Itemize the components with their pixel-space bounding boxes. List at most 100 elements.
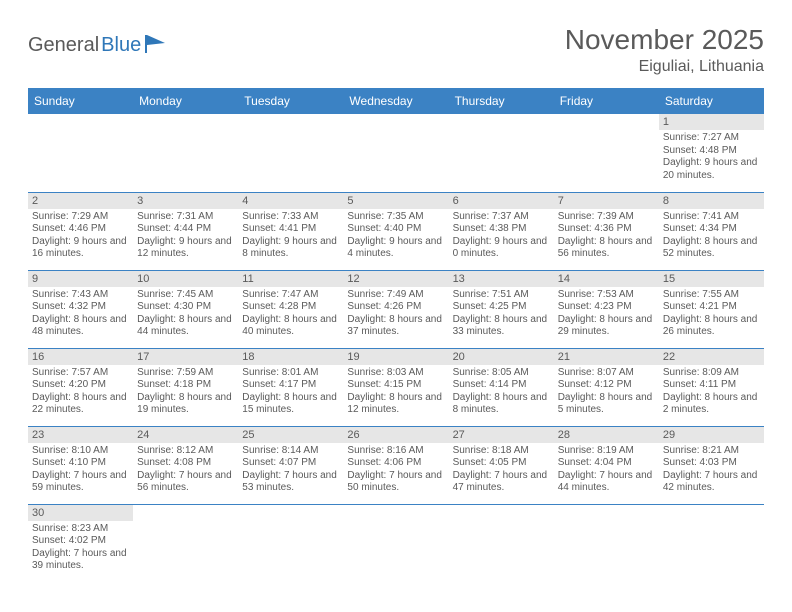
day-number-bar: 19 bbox=[343, 349, 448, 365]
day-number-bar bbox=[343, 114, 448, 130]
calendar-week-row: 16Sunrise: 7:57 AMSunset: 4:20 PMDayligh… bbox=[28, 348, 764, 426]
sunrise-text: Sunrise: 7:47 AM bbox=[242, 289, 339, 302]
daylight-text: Daylight: 8 hours and 19 minutes. bbox=[137, 392, 234, 417]
day-cell: 18Sunrise: 8:01 AMSunset: 4:17 PMDayligh… bbox=[238, 348, 343, 426]
day-cell: 4Sunrise: 7:33 AMSunset: 4:41 PMDaylight… bbox=[238, 192, 343, 270]
day-details: Sunrise: 8:05 AMSunset: 4:14 PMDaylight:… bbox=[449, 365, 554, 419]
sunrise-text: Sunrise: 7:53 AM bbox=[558, 289, 655, 302]
day-number-bar: 10 bbox=[133, 271, 238, 287]
day-cell: 20Sunrise: 8:05 AMSunset: 4:14 PMDayligh… bbox=[449, 348, 554, 426]
day-cell: 11Sunrise: 7:47 AMSunset: 4:28 PMDayligh… bbox=[238, 270, 343, 348]
month-title: November 2025 bbox=[565, 24, 764, 56]
day-details: Sunrise: 7:55 AMSunset: 4:21 PMDaylight:… bbox=[659, 287, 764, 341]
sunrise-text: Sunrise: 7:29 AM bbox=[32, 211, 129, 224]
daylight-text: Daylight: 8 hours and 37 minutes. bbox=[347, 314, 444, 339]
sunset-text: Sunset: 4:41 PM bbox=[242, 223, 339, 236]
day-details: Sunrise: 8:01 AMSunset: 4:17 PMDaylight:… bbox=[238, 365, 343, 419]
sunrise-text: Sunrise: 8:09 AM bbox=[663, 367, 760, 380]
daylight-text: Daylight: 9 hours and 16 minutes. bbox=[32, 236, 129, 261]
day-details: Sunrise: 8:16 AMSunset: 4:06 PMDaylight:… bbox=[343, 443, 448, 497]
day-details: Sunrise: 7:43 AMSunset: 4:32 PMDaylight:… bbox=[28, 287, 133, 341]
day-cell: 22Sunrise: 8:09 AMSunset: 4:11 PMDayligh… bbox=[659, 348, 764, 426]
daylight-text: Daylight: 8 hours and 52 minutes. bbox=[663, 236, 760, 261]
day-number-bar bbox=[554, 114, 659, 130]
day-details: Sunrise: 8:12 AMSunset: 4:08 PMDaylight:… bbox=[133, 443, 238, 497]
daylight-text: Daylight: 8 hours and 56 minutes. bbox=[558, 236, 655, 261]
daylight-text: Daylight: 7 hours and 47 minutes. bbox=[453, 470, 550, 495]
day-details: Sunrise: 8:19 AMSunset: 4:04 PMDaylight:… bbox=[554, 443, 659, 497]
calendar-body: 1Sunrise: 7:27 AMSunset: 4:48 PMDaylight… bbox=[28, 114, 764, 582]
day-number-bar: 28 bbox=[554, 427, 659, 443]
day-number-bar bbox=[28, 114, 133, 130]
day-details: Sunrise: 7:39 AMSunset: 4:36 PMDaylight:… bbox=[554, 209, 659, 263]
sunset-text: Sunset: 4:23 PM bbox=[558, 301, 655, 314]
day-cell: 30Sunrise: 8:23 AMSunset: 4:02 PMDayligh… bbox=[28, 504, 133, 582]
calendar-week-row: 2Sunrise: 7:29 AMSunset: 4:46 PMDaylight… bbox=[28, 192, 764, 270]
calendar-week-row: 30Sunrise: 8:23 AMSunset: 4:02 PMDayligh… bbox=[28, 504, 764, 582]
day-cell: 28Sunrise: 8:19 AMSunset: 4:04 PMDayligh… bbox=[554, 426, 659, 504]
day-number-bar bbox=[659, 505, 764, 521]
sunrise-text: Sunrise: 7:51 AM bbox=[453, 289, 550, 302]
daylight-text: Daylight: 7 hours and 39 minutes. bbox=[32, 548, 129, 573]
day-number-bar: 1 bbox=[659, 114, 764, 130]
sunrise-text: Sunrise: 8:05 AM bbox=[453, 367, 550, 380]
day-details: Sunrise: 7:47 AMSunset: 4:28 PMDaylight:… bbox=[238, 287, 343, 341]
day-number-bar: 13 bbox=[449, 271, 554, 287]
day-cell: 12Sunrise: 7:49 AMSunset: 4:26 PMDayligh… bbox=[343, 270, 448, 348]
day-number-bar: 22 bbox=[659, 349, 764, 365]
day-number-bar bbox=[238, 505, 343, 521]
day-number-bar: 7 bbox=[554, 193, 659, 209]
brand-name-a: General bbox=[28, 34, 99, 57]
sunset-text: Sunset: 4:46 PM bbox=[32, 223, 129, 236]
sunrise-text: Sunrise: 8:18 AM bbox=[453, 445, 550, 458]
sunset-text: Sunset: 4:10 PM bbox=[32, 457, 129, 470]
day-details: Sunrise: 7:59 AMSunset: 4:18 PMDaylight:… bbox=[133, 365, 238, 419]
day-cell: 5Sunrise: 7:35 AMSunset: 4:40 PMDaylight… bbox=[343, 192, 448, 270]
day-number-bar: 17 bbox=[133, 349, 238, 365]
day-cell: 9Sunrise: 7:43 AMSunset: 4:32 PMDaylight… bbox=[28, 270, 133, 348]
sunset-text: Sunset: 4:11 PM bbox=[663, 379, 760, 392]
day-details: Sunrise: 7:29 AMSunset: 4:46 PMDaylight:… bbox=[28, 209, 133, 263]
daylight-text: Daylight: 9 hours and 20 minutes. bbox=[663, 157, 760, 182]
sunrise-text: Sunrise: 8:19 AM bbox=[558, 445, 655, 458]
day-details: Sunrise: 7:41 AMSunset: 4:34 PMDaylight:… bbox=[659, 209, 764, 263]
sunrise-text: Sunrise: 7:57 AM bbox=[32, 367, 129, 380]
day-number-bar: 18 bbox=[238, 349, 343, 365]
calendar-week-row: 23Sunrise: 8:10 AMSunset: 4:10 PMDayligh… bbox=[28, 426, 764, 504]
sunrise-text: Sunrise: 7:31 AM bbox=[137, 211, 234, 224]
day-number-bar: 6 bbox=[449, 193, 554, 209]
day-details: Sunrise: 8:10 AMSunset: 4:10 PMDaylight:… bbox=[28, 443, 133, 497]
sunset-text: Sunset: 4:34 PM bbox=[663, 223, 760, 236]
sunrise-text: Sunrise: 7:43 AM bbox=[32, 289, 129, 302]
day-details: Sunrise: 8:18 AMSunset: 4:05 PMDaylight:… bbox=[449, 443, 554, 497]
day-cell bbox=[449, 504, 554, 582]
day-cell bbox=[449, 114, 554, 192]
calendar-week-row: 9Sunrise: 7:43 AMSunset: 4:32 PMDaylight… bbox=[28, 270, 764, 348]
day-cell bbox=[659, 504, 764, 582]
weekday-header-row: Sunday Monday Tuesday Wednesday Thursday… bbox=[28, 88, 764, 114]
sunset-text: Sunset: 4:30 PM bbox=[137, 301, 234, 314]
daylight-text: Daylight: 8 hours and 29 minutes. bbox=[558, 314, 655, 339]
sunrise-text: Sunrise: 8:23 AM bbox=[32, 523, 129, 536]
day-number-bar bbox=[449, 114, 554, 130]
day-details: Sunrise: 7:53 AMSunset: 4:23 PMDaylight:… bbox=[554, 287, 659, 341]
day-number-bar: 2 bbox=[28, 193, 133, 209]
daylight-text: Daylight: 8 hours and 12 minutes. bbox=[347, 392, 444, 417]
day-details: Sunrise: 7:33 AMSunset: 4:41 PMDaylight:… bbox=[238, 209, 343, 263]
sunset-text: Sunset: 4:21 PM bbox=[663, 301, 760, 314]
day-number-bar: 4 bbox=[238, 193, 343, 209]
day-cell bbox=[554, 114, 659, 192]
daylight-text: Daylight: 8 hours and 48 minutes. bbox=[32, 314, 129, 339]
day-details: Sunrise: 7:35 AMSunset: 4:40 PMDaylight:… bbox=[343, 209, 448, 263]
day-number-bar: 12 bbox=[343, 271, 448, 287]
day-number-bar: 11 bbox=[238, 271, 343, 287]
sunset-text: Sunset: 4:12 PM bbox=[558, 379, 655, 392]
day-cell bbox=[28, 114, 133, 192]
sunset-text: Sunset: 4:08 PM bbox=[137, 457, 234, 470]
day-cell: 29Sunrise: 8:21 AMSunset: 4:03 PMDayligh… bbox=[659, 426, 764, 504]
sunset-text: Sunset: 4:44 PM bbox=[137, 223, 234, 236]
day-cell: 2Sunrise: 7:29 AMSunset: 4:46 PMDaylight… bbox=[28, 192, 133, 270]
day-details: Sunrise: 8:03 AMSunset: 4:15 PMDaylight:… bbox=[343, 365, 448, 419]
day-details: Sunrise: 7:31 AMSunset: 4:44 PMDaylight:… bbox=[133, 209, 238, 263]
sunset-text: Sunset: 4:06 PM bbox=[347, 457, 444, 470]
